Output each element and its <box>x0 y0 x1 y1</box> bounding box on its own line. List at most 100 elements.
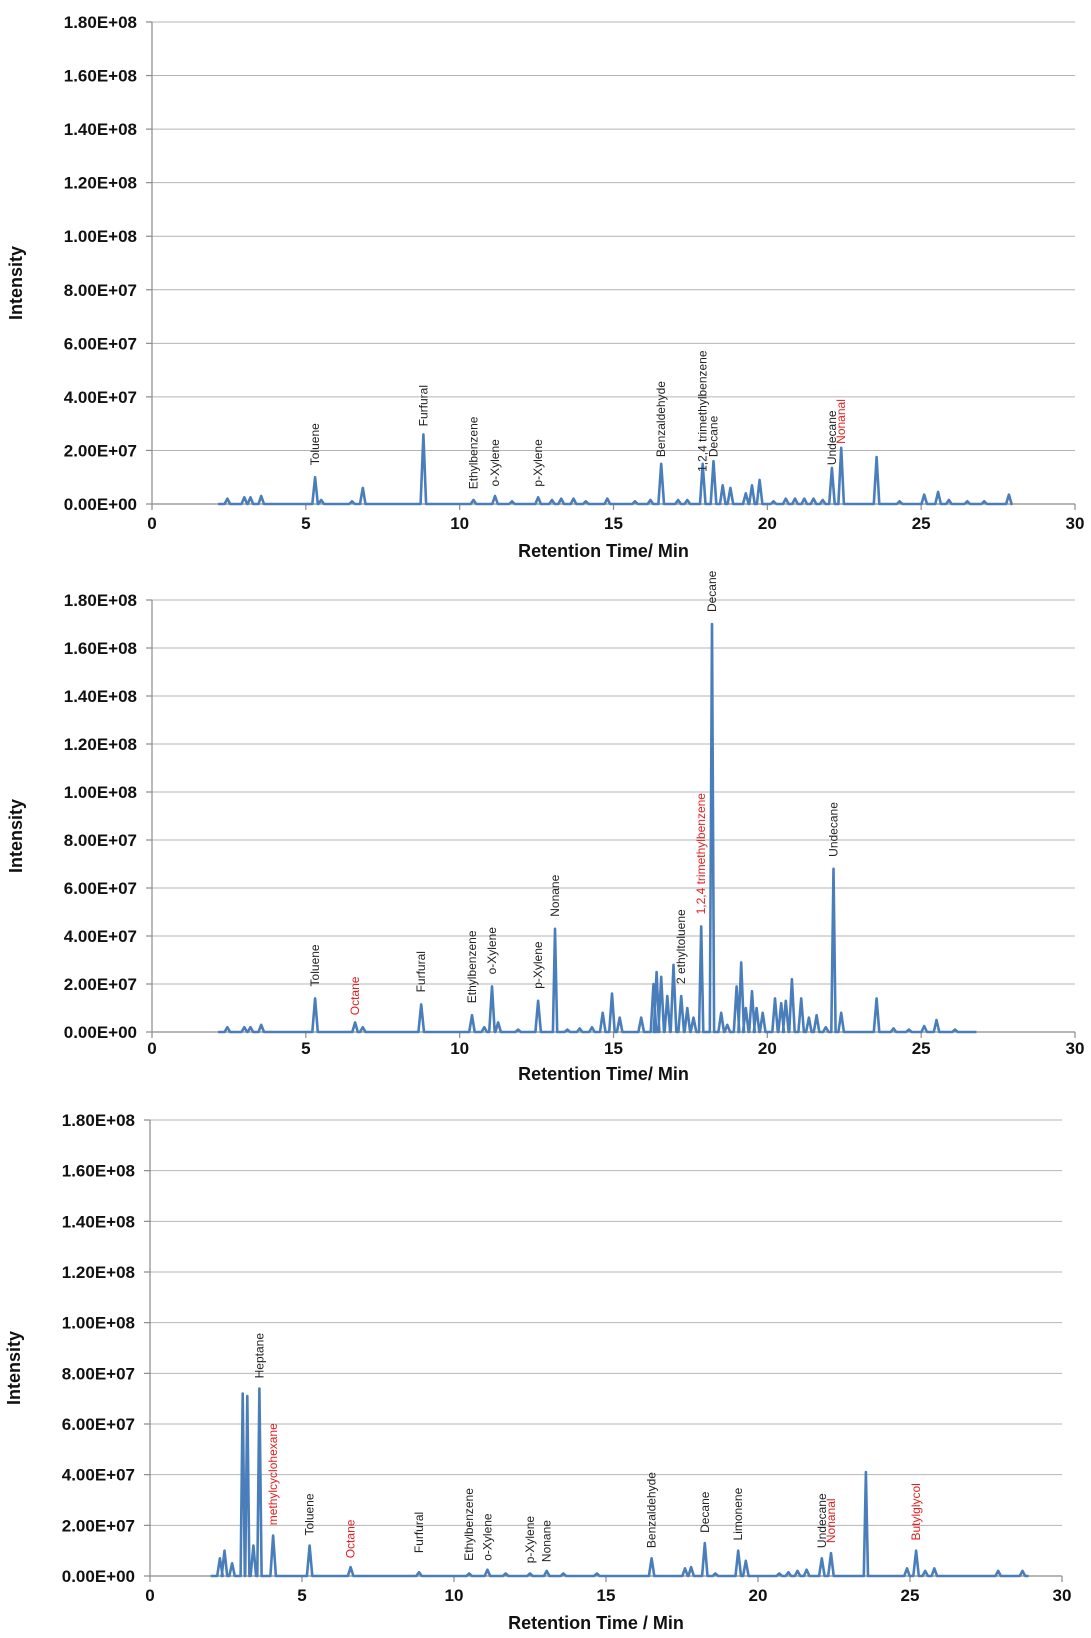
y-tick-label: 8.00E+07 <box>64 281 137 300</box>
y-tick-label: 1.40E+08 <box>64 687 137 706</box>
x-tick-label: 15 <box>597 1586 616 1605</box>
peak-label: Decane <box>698 1491 712 1533</box>
x-tick-label: 15 <box>604 1039 623 1058</box>
chromatogram-trace <box>218 433 1013 506</box>
y-tick-label: 0.00E+00 <box>64 1023 137 1042</box>
y-tick-label: 1.60E+08 <box>64 639 137 658</box>
peak-label: Nonanal <box>834 399 848 444</box>
chart-panel-3: 0.00E+00 2.00E+07 4.00E+07 6.00E+07 8.00E+07… <box>4 1111 1071 1633</box>
peak-label: 1,2,4 trimethylbenzene <box>696 350 710 472</box>
peak-label: Toluene <box>308 944 322 986</box>
x-tick-label: 0 <box>147 514 156 533</box>
x-tick-label: 30 <box>1053 1586 1072 1605</box>
chart-panel-1: 0.00E+00 2.00E+07 4.00E+07 6.00E+07 8.00E+07… <box>6 13 1084 561</box>
peak-label: Nonanal <box>824 1498 838 1543</box>
peak-label: Undecane <box>815 1493 829 1548</box>
y-tick-label: 6.00E+07 <box>64 879 137 898</box>
x-tick-label: 5 <box>297 1586 306 1605</box>
x-tick-label: 30 <box>1066 1039 1085 1058</box>
peak-label: Ethylbenzene <box>462 1488 476 1561</box>
y-tick-label: 1.40E+08 <box>64 120 137 139</box>
y-axis-title: Intensity <box>6 246 26 320</box>
y-tick-label: 6.00E+07 <box>64 334 137 353</box>
peak-label: p-Xylene <box>531 941 545 989</box>
peak-label: Undecane <box>827 802 841 857</box>
x-tick-label: 10 <box>445 1586 464 1605</box>
x-tick-label: 0 <box>147 1039 156 1058</box>
y-tick-label: 2.00E+07 <box>64 441 137 460</box>
y-tick-label: 0.00E+00 <box>64 495 137 514</box>
x-tick-label: 5 <box>301 1039 310 1058</box>
x-tick-label: 15 <box>604 514 623 533</box>
y-tick-label: 6.00E+07 <box>62 1415 135 1434</box>
y-tick-label: 1.60E+08 <box>64 67 137 86</box>
peak-label: Limonene <box>731 1487 745 1540</box>
peak-label: Ethylbenzene <box>465 930 479 1003</box>
y-tick-label: 8.00E+07 <box>64 831 137 850</box>
y-tick-label: 1.80E+08 <box>62 1111 135 1130</box>
x-tick-label: 10 <box>450 1039 469 1058</box>
y-tick-label: 0.00E+00 <box>62 1567 135 1586</box>
y-tick-label: 2.00E+07 <box>62 1516 135 1535</box>
y-tick-label: 1.00E+08 <box>62 1314 135 1333</box>
y-tick-label: 1.60E+08 <box>62 1162 135 1181</box>
y-tick-label: 1.80E+08 <box>64 13 137 32</box>
y-tick-label: 4.00E+07 <box>64 388 137 407</box>
x-axis-title: Retention Time/ Min <box>518 541 689 561</box>
x-tick-label: 20 <box>749 1586 768 1605</box>
x-axis-title: Retention Time / Min <box>508 1613 684 1633</box>
peak-label: Benzaldehyde <box>645 1472 659 1548</box>
y-tick-label: 1.40E+08 <box>62 1212 135 1231</box>
y-tick-label: 4.00E+07 <box>62 1466 135 1485</box>
x-tick-label: 0 <box>145 1586 154 1605</box>
x-tick-label: 20 <box>758 1039 777 1058</box>
peak-label: Octane <box>344 1519 358 1558</box>
peak-label: Furfural <box>412 1512 426 1553</box>
y-tick-label: 1.20E+08 <box>64 735 137 754</box>
y-tick-label: 4.00E+07 <box>64 927 137 946</box>
x-tick-label: 25 <box>901 1586 920 1605</box>
peak-label: o-Xylene <box>488 439 502 487</box>
peak-label: Decane <box>705 570 719 612</box>
peak-label: p-Xylene <box>531 439 545 487</box>
peak-label: 2 ethyltoluene <box>674 909 688 984</box>
chart-panel-2: 0.00E+00 2.00E+07 4.00E+07 6.00E+07 8.00E+07… <box>6 570 1084 1084</box>
peak-label: Butylglycol <box>909 1483 923 1540</box>
peak-label: Toluene <box>303 1493 317 1535</box>
y-tick-label: 1.20E+08 <box>62 1263 135 1282</box>
peak-label: Benzaldehyde <box>654 381 668 457</box>
x-axis-title: Retention Time/ Min <box>518 1064 689 1084</box>
peak-label: p-Xylene <box>523 1516 537 1564</box>
y-tick-label: 1.20E+08 <box>64 174 137 193</box>
x-tick-label: 10 <box>450 514 469 533</box>
y-tick-label: 1.80E+08 <box>64 591 137 610</box>
peak-label: Toluene <box>308 423 322 465</box>
peak-label: 1,2,4 trimethylbenzene <box>694 793 708 915</box>
y-tick-label: 1.00E+08 <box>64 783 137 802</box>
peak-label: Octane <box>348 976 362 1015</box>
y-tick-label: 8.00E+07 <box>62 1364 135 1383</box>
peak-label: Furfural <box>414 951 428 992</box>
peak-label: o-Xylene <box>485 927 499 975</box>
peak-label: Nonane <box>540 1520 554 1562</box>
x-tick-label: 30 <box>1066 514 1085 533</box>
x-tick-label: 25 <box>912 514 931 533</box>
peak-label: methylcyclohexane <box>266 1423 280 1525</box>
chromatogram-trace <box>210 1387 1029 1578</box>
x-tick-label: 25 <box>912 1039 931 1058</box>
peak-label: Undecane <box>825 410 839 465</box>
x-tick-label: 5 <box>301 514 310 533</box>
x-tick-label: 20 <box>758 514 777 533</box>
y-tick-label: 1.00E+08 <box>64 227 137 246</box>
peak-label: Furfural <box>416 385 430 426</box>
peak-label: o-Xylene <box>480 1513 494 1561</box>
y-tick-label: 2.00E+07 <box>64 975 137 994</box>
y-axis-title: Intensity <box>4 1331 24 1405</box>
chromatogram-trace <box>218 622 977 1034</box>
peak-label: Heptane <box>252 1333 266 1379</box>
y-axis-title: Intensity <box>6 799 26 873</box>
peak-label: Decane <box>707 415 721 457</box>
peak-label: Ethylbenzene <box>466 416 480 489</box>
peak-label: Nonane <box>548 874 562 916</box>
